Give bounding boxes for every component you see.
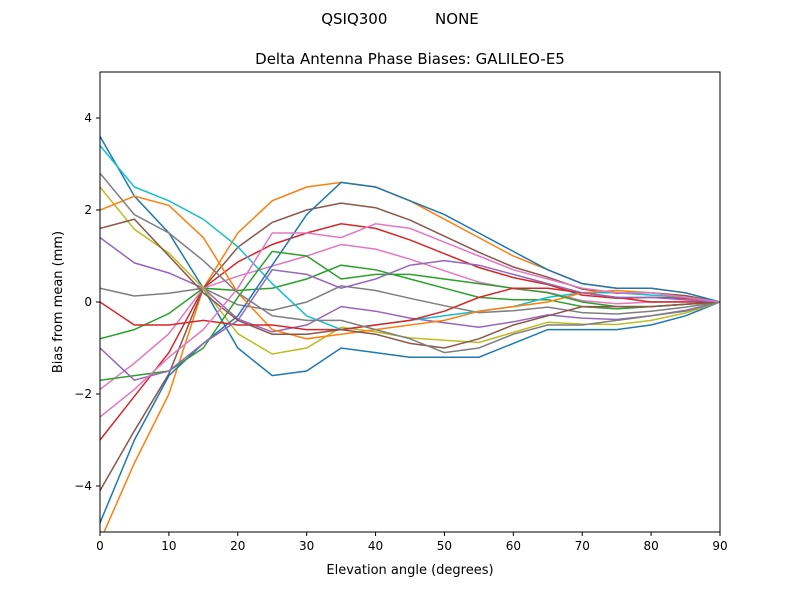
series-line-s6 [100,202,720,491]
x-tick-label: 50 [437,539,452,553]
x-tick-label: 20 [230,539,245,553]
series-line-s9 [100,186,720,355]
series-line-s15 [100,259,720,382]
series-line-s2 [103,181,720,532]
y-axis-label: Bias from mean (mm) [51,231,66,373]
series-line-s8 [100,285,720,315]
x-tick-label: 90 [712,539,727,553]
series-line-s7 [100,243,720,390]
x-axis: 0 10 20 30 40 50 60 70 80 90 [96,532,728,553]
x-tick-label: 70 [575,539,590,553]
y-tick-label: −4 [74,479,92,493]
chart-suptitle: QSIQ300 NONE [321,10,479,28]
y-tick-label: 4 [84,111,92,125]
x-tick-label: 10 [161,539,176,553]
series-line-s18 [100,172,720,354]
y-tick-label: 0 [84,295,92,309]
series-line-s16 [100,218,720,349]
y-tick-label: −2 [74,387,92,401]
y-tick-label: 2 [84,203,92,217]
series-line-s1 [100,136,720,377]
x-tick-label: 30 [299,539,314,553]
chart-title: Delta Antenna Phase Biases: GALILEO-E5 [255,50,565,68]
x-tick-label: 60 [506,539,521,553]
x-tick-label: 80 [643,539,658,553]
x-axis-label: Elevation angle (degrees) [326,563,493,578]
y-axis: −4 −2 0 2 4 [74,111,100,493]
x-tick-label: 0 [96,539,104,553]
series-line-s4 [100,223,720,441]
series-line-s12 [100,195,720,340]
x-tick-label: 40 [368,539,383,553]
series-line-s17 [100,223,720,418]
series-lines [100,136,720,532]
